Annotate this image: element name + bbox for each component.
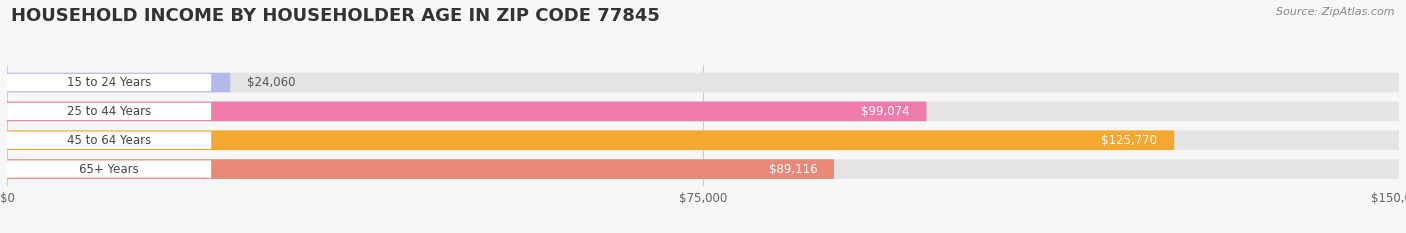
Text: 45 to 64 Years: 45 to 64 Years — [67, 134, 152, 147]
FancyBboxPatch shape — [7, 130, 1174, 150]
FancyBboxPatch shape — [7, 73, 231, 92]
FancyBboxPatch shape — [7, 161, 211, 178]
FancyBboxPatch shape — [7, 102, 1399, 121]
FancyBboxPatch shape — [7, 130, 1399, 150]
FancyBboxPatch shape — [7, 74, 211, 91]
Text: 15 to 24 Years: 15 to 24 Years — [67, 76, 152, 89]
Text: $24,060: $24,060 — [247, 76, 295, 89]
FancyBboxPatch shape — [7, 159, 834, 179]
Text: $89,116: $89,116 — [769, 163, 817, 176]
FancyBboxPatch shape — [7, 159, 1399, 179]
FancyBboxPatch shape — [7, 103, 211, 120]
FancyBboxPatch shape — [7, 73, 1399, 92]
FancyBboxPatch shape — [7, 132, 211, 149]
Text: 65+ Years: 65+ Years — [79, 163, 139, 176]
Text: $125,770: $125,770 — [1101, 134, 1157, 147]
FancyBboxPatch shape — [7, 102, 927, 121]
Text: HOUSEHOLD INCOME BY HOUSEHOLDER AGE IN ZIP CODE 77845: HOUSEHOLD INCOME BY HOUSEHOLDER AGE IN Z… — [11, 7, 661, 25]
Text: $99,074: $99,074 — [860, 105, 910, 118]
Text: Source: ZipAtlas.com: Source: ZipAtlas.com — [1277, 7, 1395, 17]
Text: 25 to 44 Years: 25 to 44 Years — [67, 105, 152, 118]
